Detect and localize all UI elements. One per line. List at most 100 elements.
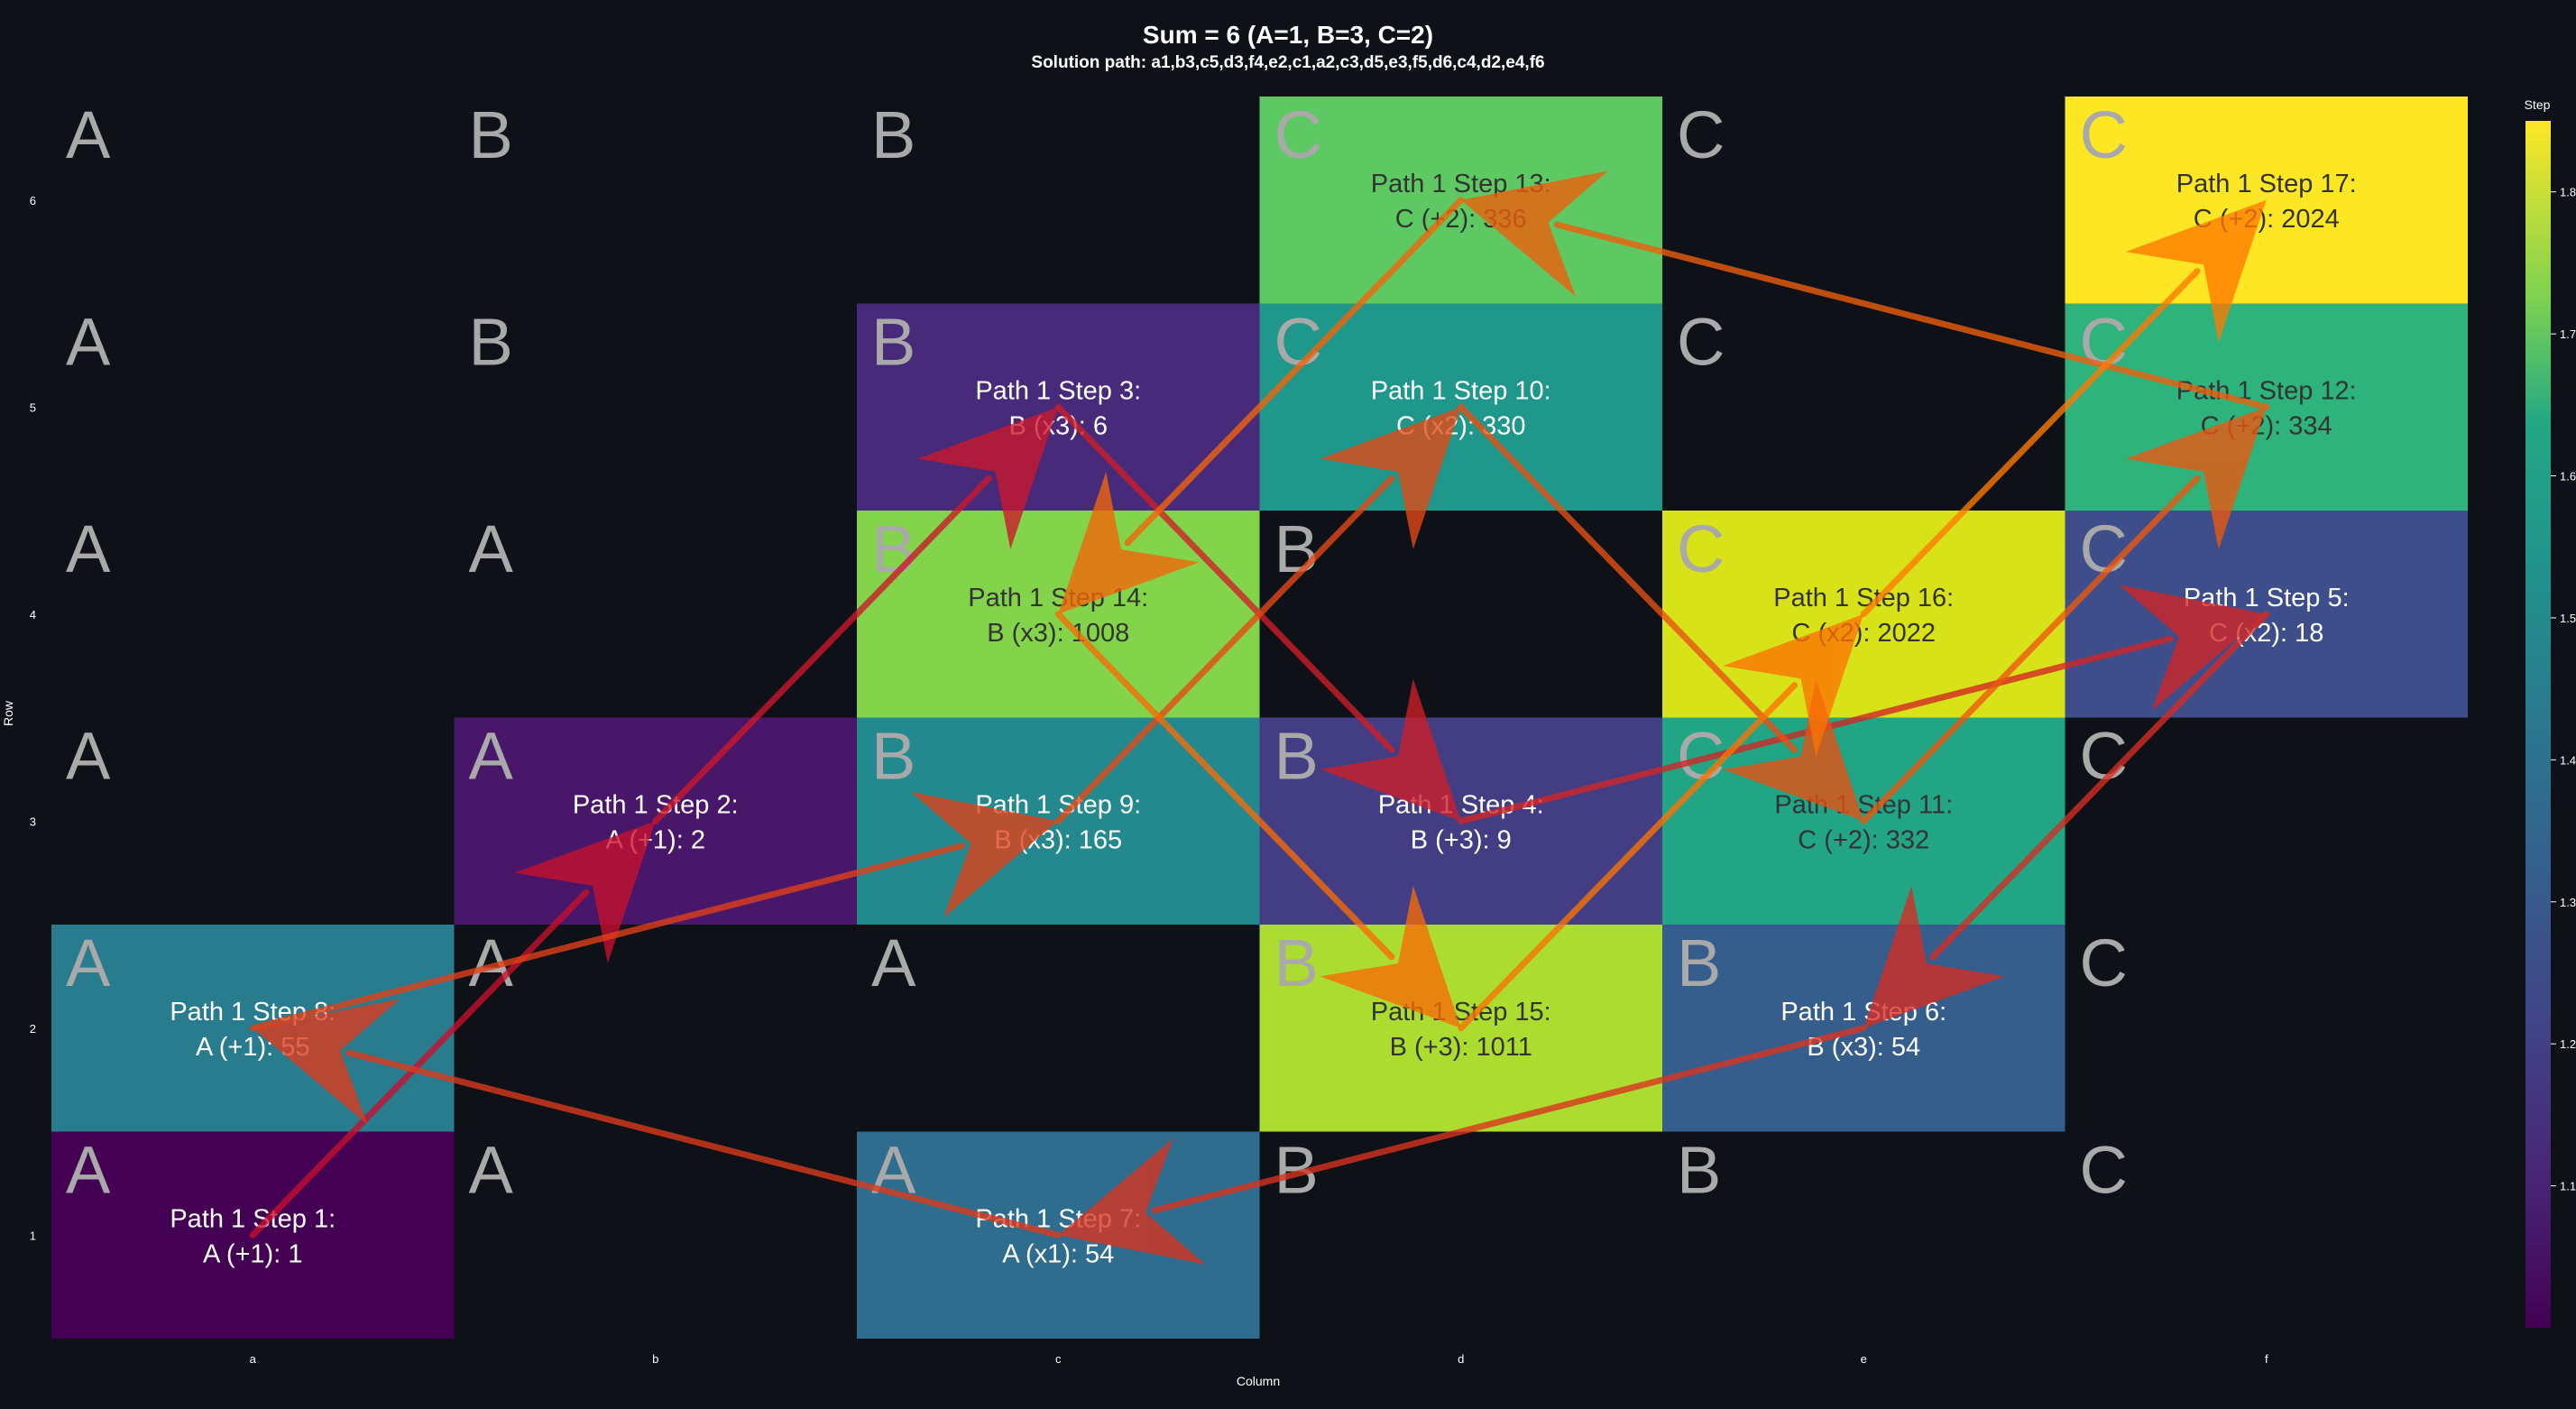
grid-letter: A <box>469 1133 514 1208</box>
grid-letter: B <box>469 97 513 172</box>
arrow-head <box>1723 678 1864 822</box>
arrow-shaft <box>1860 474 2201 824</box>
x-tick-label: b <box>652 1352 658 1366</box>
x-tick-label: c <box>1055 1352 1062 1366</box>
arrow-shaft <box>1054 611 1395 961</box>
arrow-head <box>2125 199 2267 343</box>
arrow-shaft <box>1458 403 1799 753</box>
arrow-shaft <box>1151 1025 1867 1214</box>
colorbar-tick-label: 1.6 <box>2560 470 2576 483</box>
path-arrow <box>249 791 1059 1032</box>
arrow-head <box>911 791 1059 918</box>
arrow-shaft <box>1929 611 2270 961</box>
arrow-shaft <box>345 1049 1062 1239</box>
grid-letter: A <box>66 97 111 172</box>
colorbar-tick-label: 1.1 <box>2560 1180 2576 1193</box>
grid-letter: A <box>66 511 111 586</box>
arrow-head <box>2125 407 2267 549</box>
grid-letter: B <box>871 97 915 172</box>
x-tick-label: a <box>250 1352 257 1366</box>
step-label-title: Path 1 Step 1: <box>170 1204 336 1233</box>
chart-title: Sum = 6 (A=1, B=3, C=2) <box>1143 21 1433 49</box>
grid-letter: C <box>1677 97 1725 172</box>
heatmap-cells <box>51 97 2468 1339</box>
arrow-head <box>1460 170 1608 297</box>
grid-letter: C <box>1677 511 1725 586</box>
colorbar: Step 1.1 1.2 1.3 1.4 1.5 1.6 1.7 1.8 <box>2525 97 2576 1328</box>
colorbar-tick-label: 1.3 <box>2560 896 2576 909</box>
grid-letter: B <box>871 719 915 794</box>
step-label-title: Path 1 Step 16: <box>1773 584 1954 612</box>
y-tick-label: 4 <box>30 608 36 622</box>
path-arrows <box>249 170 2270 1265</box>
step-label-value: B (x3): 1008 <box>987 619 1129 648</box>
arrow-head <box>253 999 400 1125</box>
step-label-value: A (+1): 1 <box>203 1239 302 1268</box>
y-axis-ticks: 1 2 3 4 5 6 <box>30 194 36 1243</box>
step-label-value: C (+2): 332 <box>1798 825 1929 854</box>
arrow-shaft <box>249 843 966 1032</box>
path-arrow <box>1863 611 2270 1028</box>
arrow-shaft <box>1124 197 1465 547</box>
x-tick-label: d <box>1458 1352 1464 1366</box>
grid-letter: A <box>469 719 514 794</box>
colorbar-ticks: 1.1 1.2 1.3 1.4 1.5 1.6 1.7 1.8 <box>2551 186 2576 1193</box>
grid-letter: B <box>1677 1133 1721 1208</box>
path-arrow <box>1860 407 2267 824</box>
grid-letter: A <box>66 926 111 1000</box>
colorbar-label: Step <box>2525 97 2551 112</box>
colorbar-tick-label: 1.4 <box>2560 753 2576 767</box>
colorbar-tick-label: 1.2 <box>2560 1037 2576 1051</box>
arrow-shaft <box>1553 221 2270 410</box>
path-arrow <box>249 821 656 1239</box>
step-label-value: A (x1): 54 <box>1002 1239 1114 1268</box>
step-label-title: Path 1 Step 2: <box>573 790 739 819</box>
arrow-shaft <box>1458 682 1799 1032</box>
grid-letter: C <box>2080 926 2128 1000</box>
x-axis-label: Column <box>1237 1374 1280 1388</box>
path-arrow <box>253 999 1062 1239</box>
path-arrow <box>1058 1025 1867 1265</box>
path-arrow <box>1460 170 2270 410</box>
path-arrow <box>652 407 1059 824</box>
x-tick-label: e <box>1861 1352 1867 1366</box>
arrow-shaft <box>1054 474 1395 824</box>
colorbar-tick-label: 1.8 <box>2560 186 2576 199</box>
path-arrow <box>1458 403 1864 822</box>
arrow-head <box>1863 886 2005 1028</box>
arrow-head <box>1320 407 1461 549</box>
step-label-title: Path 1 Step 3: <box>975 376 1141 405</box>
arrow-shaft <box>249 889 590 1239</box>
x-tick-label: f <box>2265 1352 2268 1366</box>
arrow-head <box>2119 585 2267 711</box>
grid-letter: B <box>1274 926 1319 1000</box>
x-axis-ticks: a b c d e f <box>250 1352 2268 1366</box>
grid-letter: B <box>1677 926 1721 1000</box>
grid-letter: C <box>2080 1133 2128 1208</box>
y-tick-label: 5 <box>30 401 36 414</box>
grid-letter: B <box>469 305 513 380</box>
step-label-title: Path 1 Step 10: <box>1371 376 1551 405</box>
grid-letter: A <box>469 511 514 586</box>
grid-letter: C <box>1677 305 1725 380</box>
path-arrow <box>1058 197 1465 614</box>
arrow-head <box>917 407 1059 549</box>
path-arrow <box>1860 199 2267 618</box>
arrow-shaft <box>1860 268 2201 618</box>
grid-letter: B <box>871 305 915 380</box>
grid-letter: A <box>66 719 111 794</box>
colorbar-tick-label: 1.5 <box>2560 612 2576 625</box>
y-tick-label: 1 <box>30 1229 36 1242</box>
arrow-shaft <box>1054 403 1395 753</box>
step-label-value: B (+3): 9 <box>1411 825 1512 854</box>
arrow-head <box>1723 613 1864 757</box>
arrow-head <box>1058 472 1200 614</box>
grid-letter: A <box>66 1133 111 1208</box>
y-axis-label: Row <box>1 700 15 726</box>
grid-letter: A <box>66 305 111 380</box>
path-arrow <box>1054 403 1461 822</box>
y-tick-label: 6 <box>30 194 36 207</box>
step-label-title: Path 1 Step 17: <box>2176 170 2357 198</box>
colorbar-tick-label: 1.7 <box>2560 327 2576 341</box>
